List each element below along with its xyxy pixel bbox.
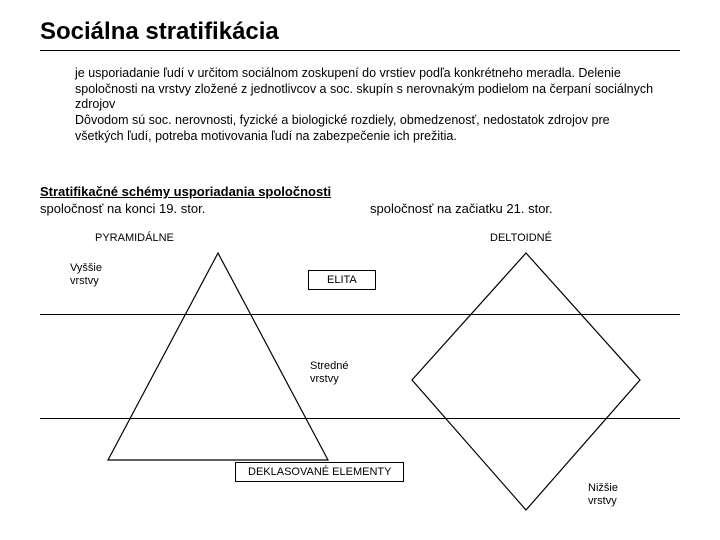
body-paragraph-2: Dôvodom sú soc. nerovnosti, fyzické a bi… xyxy=(75,113,655,144)
horizontal-divider-2 xyxy=(40,418,680,419)
title-underline xyxy=(40,50,680,51)
label-deklasovane-elementy: DEKLASOVANÉ ELEMENTY xyxy=(235,462,404,482)
body-text: je usporiadanie ľudí v určitom sociálnom… xyxy=(75,66,655,144)
horizontal-divider-1 xyxy=(40,314,680,315)
label-elita: ELITA xyxy=(308,270,376,290)
left-column-caption: spoločnosť na konci 19. stor. xyxy=(40,201,205,216)
label-stredne-vrstvy: Strednévrstvy xyxy=(310,360,349,386)
triangle-shape xyxy=(108,253,328,460)
body-paragraph-1: je usporiadanie ľudí v určitom sociálnom… xyxy=(75,66,655,113)
subheading: Stratifikačné schémy usporiadania spoloč… xyxy=(40,184,331,199)
deltoid-shape xyxy=(412,253,640,510)
pyramidal-label: PYRAMIDÁLNE xyxy=(95,232,174,244)
label-vyssie-vrstvy: Vyššievrstvy xyxy=(70,262,102,288)
label-nizsie-vrstvy: Nižšievrstvy xyxy=(588,482,618,508)
right-column-caption: spoločnosť na začiatku 21. stor. xyxy=(370,201,553,216)
page-title: Sociálna stratifikácia xyxy=(40,18,279,46)
deltoid-label: DELTOIDNÉ xyxy=(490,232,552,244)
